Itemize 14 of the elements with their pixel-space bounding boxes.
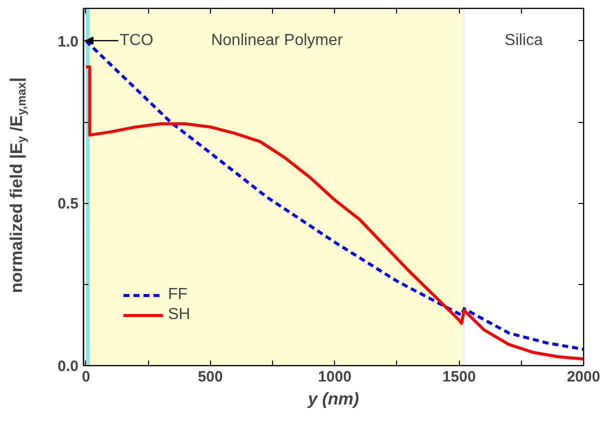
x-tick-label: 500 (198, 368, 223, 386)
y-tick-label: 1.0 (58, 33, 79, 50)
x-tick-label: 1000 (318, 368, 352, 386)
band-label: Silica (504, 32, 544, 50)
y-tick-label: 0.5 (58, 196, 79, 213)
x-tick-label: 2000 (566, 368, 600, 386)
y-tick-label: 0.0 (58, 358, 79, 375)
x-tick-label: 0 (82, 368, 90, 386)
legend-label: SH (168, 306, 190, 324)
x-axis-title: y (nm) (307, 390, 360, 408)
band-label: TCO (120, 32, 154, 50)
legend-label: FF (168, 286, 188, 304)
x-tick-label: 1500 (442, 368, 476, 386)
band-label: Nonlinear Polymer (211, 32, 344, 50)
